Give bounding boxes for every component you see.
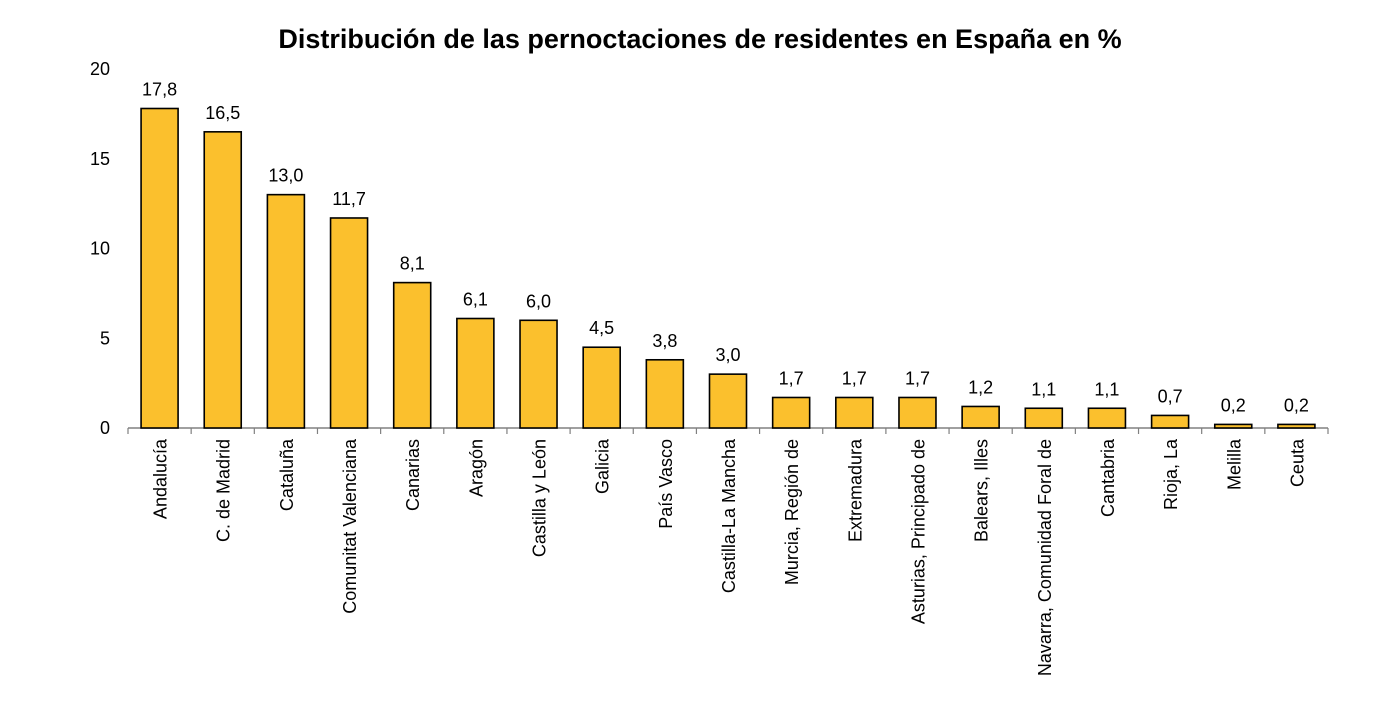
bar [1213, 423, 1253, 429]
category-label: Navarra, Comunidad Foral de [1035, 439, 1055, 676]
data-label: 1,7 [905, 368, 930, 388]
bar [898, 396, 937, 429]
chart-title: Distribución de las pernoctaciones de re… [278, 24, 1122, 54]
y-tick-label: 15 [90, 149, 110, 169]
bar [203, 131, 243, 429]
data-label: 11,7 [332, 189, 366, 209]
category-label: Ceuta [1287, 438, 1307, 487]
category-label: Galicia [593, 438, 613, 494]
data-label: 3,8 [652, 331, 677, 351]
data-label: 0,7 [1158, 386, 1183, 406]
y-tick-label: 20 [90, 59, 110, 79]
bar [582, 346, 621, 429]
category-label: Andalucía [151, 438, 171, 519]
data-label: 6,1 [463, 290, 488, 310]
y-tick-label: 10 [90, 239, 110, 259]
bar [1277, 423, 1316, 429]
data-label: 1,1 [1094, 379, 1119, 399]
bar [645, 358, 685, 429]
data-label: 6,0 [526, 291, 551, 311]
category-label: C. de Madrid [214, 439, 234, 542]
category-label: Cataluña [277, 438, 297, 511]
bar [771, 396, 811, 429]
labels-layer: 17,8 Andalucía 16,5 C. de Madrid 13,0 Cataluñ… [142, 79, 1309, 676]
category-label: Cantabria [1098, 438, 1118, 517]
bar [1024, 407, 1064, 429]
bar [835, 396, 874, 429]
bar [1087, 407, 1127, 429]
data-label: 0,2 [1284, 395, 1309, 415]
bars-layer [140, 107, 1316, 429]
category-label: Asturias, Principado de [908, 439, 928, 624]
category-label: Comunitat Valenciana [340, 438, 360, 614]
category-label: Murcia, Región de [782, 439, 802, 585]
bar [140, 107, 179, 429]
category-label: Castilla-La Mancha [719, 438, 739, 593]
data-label: 8,1 [400, 254, 425, 274]
data-label: 3,0 [715, 345, 740, 365]
data-label: 17,8 [142, 79, 177, 99]
bar [1150, 414, 1190, 429]
category-label: Castilla y León [530, 439, 550, 557]
category-label: País Vasco [656, 439, 676, 529]
bar [961, 405, 1000, 429]
y-tick-label: 0 [100, 418, 110, 438]
category-label: Aragón [466, 439, 486, 497]
data-label: 1,2 [968, 377, 993, 397]
y-tick-label: 5 [100, 328, 110, 348]
data-label: 0,2 [1221, 395, 1246, 415]
bar [708, 373, 748, 429]
bar [519, 319, 558, 429]
category-label: Canarias [403, 439, 423, 511]
data-label: 1,1 [1031, 379, 1056, 399]
bar [456, 317, 495, 429]
data-label: 1,7 [779, 368, 804, 388]
bar [266, 193, 306, 429]
data-label: 16,5 [205, 103, 240, 123]
bar [392, 281, 432, 429]
data-label: 1,7 [842, 368, 867, 388]
category-label: Melilla [1224, 438, 1244, 490]
category-label: Rioja, La [1161, 438, 1181, 510]
data-label: 13,0 [268, 166, 303, 186]
bar [329, 217, 369, 429]
category-label: Balears, Illes [972, 439, 992, 542]
category-label: Extremadura [845, 438, 865, 542]
data-label: 4,5 [589, 318, 614, 338]
